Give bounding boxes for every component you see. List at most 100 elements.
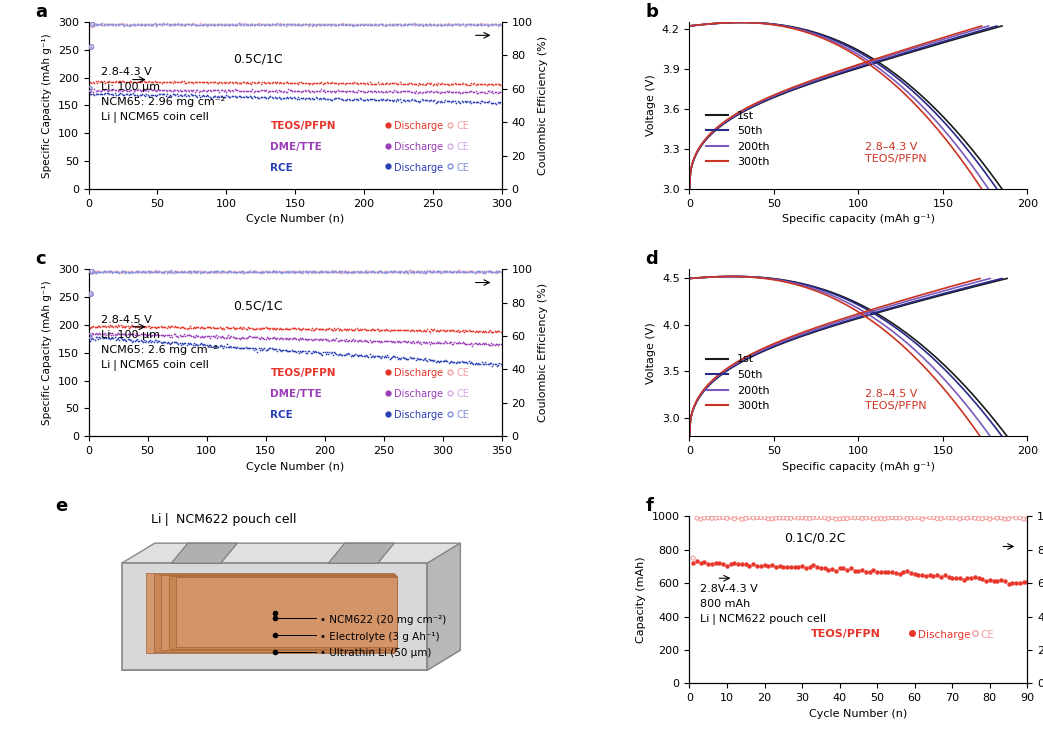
- Point: [306, 324, 322, 336]
- Point: [159, 18, 175, 30]
- Point: [252, 266, 269, 278]
- Point: [89, 19, 105, 31]
- Point: [737, 512, 754, 524]
- Point: [142, 19, 159, 31]
- Point: [411, 266, 428, 278]
- Point: [195, 90, 212, 102]
- Point: [205, 19, 222, 31]
- Point: [409, 19, 426, 31]
- Point: [290, 91, 307, 103]
- Point: [361, 77, 378, 88]
- Point: [261, 323, 277, 335]
- Point: [275, 266, 292, 278]
- Point: [839, 564, 855, 576]
- Point: [484, 360, 501, 372]
- Point: [294, 77, 311, 88]
- Point: [433, 96, 450, 107]
- Point: [199, 19, 216, 31]
- Point: [237, 86, 253, 97]
- Point: [172, 330, 189, 341]
- Point: [378, 86, 394, 97]
- Point: [292, 18, 309, 30]
- Point: [219, 18, 236, 30]
- Point: [378, 20, 394, 31]
- Point: [130, 83, 147, 95]
- Point: [83, 322, 100, 333]
- Point: [179, 18, 196, 30]
- Point: [266, 322, 283, 334]
- Point: [262, 267, 278, 279]
- Point: [237, 266, 253, 278]
- Point: [280, 333, 296, 344]
- Point: [242, 266, 259, 278]
- Point: [284, 344, 300, 355]
- Point: [83, 266, 100, 278]
- Point: [391, 266, 408, 278]
- Point: [110, 319, 126, 331]
- Point: [361, 266, 378, 278]
- Point: [196, 338, 213, 349]
- Point: [364, 19, 381, 31]
- Point: [172, 75, 189, 87]
- Point: [381, 18, 397, 30]
- Point: [347, 94, 364, 105]
- Point: [332, 335, 348, 346]
- Point: [191, 19, 208, 31]
- Point: [105, 266, 122, 278]
- Point: [194, 266, 211, 278]
- Point: [272, 266, 289, 278]
- Point: [367, 78, 384, 90]
- Point: [427, 265, 443, 277]
- Point: [301, 346, 318, 357]
- Point: [234, 265, 250, 277]
- Point: [413, 265, 430, 277]
- Point: [89, 85, 105, 96]
- Point: [115, 19, 131, 31]
- Point: [333, 266, 349, 278]
- Point: [119, 20, 136, 31]
- Point: [282, 323, 298, 335]
- Point: [324, 265, 341, 277]
- Point: [329, 266, 345, 278]
- Point: [147, 335, 164, 346]
- Point: [977, 512, 994, 523]
- Point: [120, 19, 137, 31]
- Point: [330, 92, 346, 104]
- Point: [131, 266, 148, 278]
- Point: [472, 338, 489, 350]
- Point: [287, 333, 304, 344]
- Point: [364, 265, 381, 277]
- Point: [343, 266, 360, 278]
- Point: [240, 322, 257, 333]
- Point: [225, 90, 242, 102]
- Point: [152, 18, 169, 30]
- Point: [280, 18, 296, 30]
- Point: [215, 19, 232, 31]
- Point: [397, 18, 414, 30]
- Point: [271, 85, 288, 96]
- Point: [437, 94, 454, 105]
- Point: [176, 322, 193, 334]
- Point: [493, 360, 510, 371]
- Point: [341, 266, 358, 278]
- Point: [209, 91, 225, 102]
- Point: [265, 18, 282, 30]
- X-axis label: Cycle Number (n): Cycle Number (n): [246, 461, 344, 471]
- Point: [130, 320, 147, 332]
- Point: [302, 18, 319, 30]
- Point: [189, 322, 205, 333]
- Point: [335, 266, 351, 278]
- Point: [141, 18, 157, 30]
- Point: [125, 267, 142, 279]
- Point: [286, 18, 302, 30]
- Point: [396, 265, 413, 276]
- Point: [169, 266, 186, 278]
- Point: [312, 323, 329, 335]
- Point: [491, 265, 508, 276]
- Point: [208, 265, 224, 277]
- Point: [387, 352, 404, 363]
- Point: [98, 266, 115, 278]
- Point: [218, 18, 235, 30]
- Point: [432, 18, 448, 30]
- Point: [90, 19, 106, 31]
